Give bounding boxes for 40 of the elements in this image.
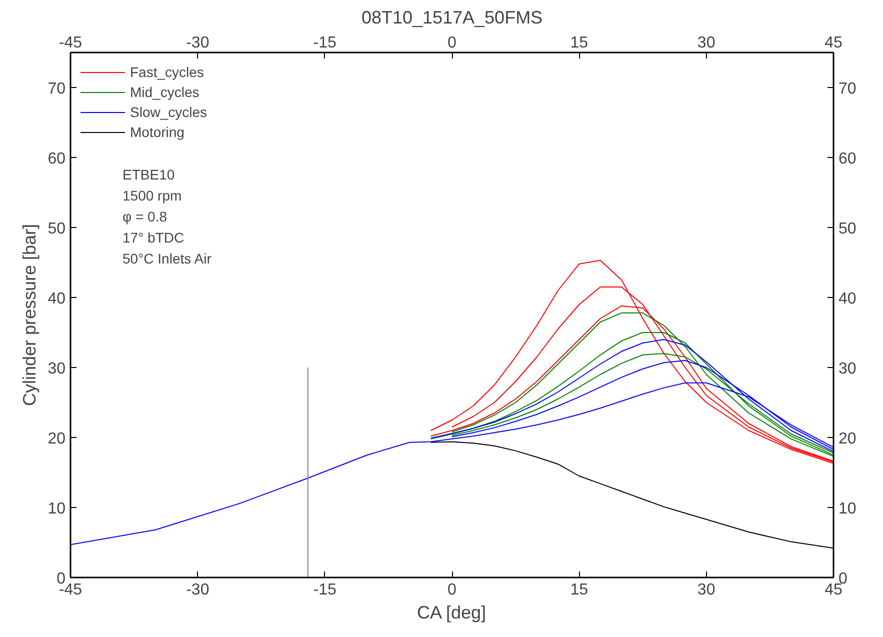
- y2-tick-label: 0: [838, 570, 848, 588]
- annotation: φ = 0.8: [122, 208, 168, 224]
- annotation: 17° bTDC: [122, 230, 184, 246]
- chart-title: 08T10_1517A_50FMS: [361, 8, 543, 28]
- legend-label: Mid_cycles: [130, 84, 200, 100]
- x2-tick-label: -30: [186, 582, 210, 598]
- y2-tick-label: 50: [838, 220, 856, 238]
- x-tick-label: 30: [697, 34, 716, 52]
- annotation: 50°C Inlets Air: [122, 250, 212, 266]
- y-tick-label: 10: [48, 500, 66, 518]
- y2-tick-label: 10: [838, 500, 856, 518]
- x-tick-label: -15: [313, 34, 336, 52]
- x-tick-label: -30: [186, 34, 210, 52]
- legend-label: Motoring: [130, 124, 184, 140]
- y-tick-label: 0: [56, 570, 66, 588]
- legend-label: Slow_cycles: [130, 104, 208, 120]
- y-tick-label: 60: [48, 150, 66, 168]
- x2-tick-label: 0: [448, 582, 457, 598]
- y-tick-label: 40: [48, 290, 66, 308]
- y-tick-label: 30: [48, 360, 66, 378]
- y2-tick-label: 70: [838, 80, 856, 98]
- x-tick-label: 45: [824, 34, 842, 52]
- x2-tick-label: 30: [697, 582, 716, 598]
- x2-tick-label: 15: [570, 582, 588, 598]
- y-tick-label: 50: [48, 220, 66, 238]
- x-tick-label: 0: [448, 34, 457, 52]
- x2-tick-label: -15: [313, 582, 336, 598]
- y-axis-title: Cylinder pressure [bar]: [20, 224, 40, 406]
- annotation: ETBE10: [122, 166, 175, 182]
- x-tick-label: 15: [570, 34, 588, 52]
- y2-tick-label: 30: [838, 360, 856, 378]
- x-axis-title: CA [deg]: [416, 602, 486, 622]
- y-tick-label: 70: [48, 80, 66, 98]
- y2-tick-label: 40: [838, 290, 856, 308]
- legend-label: Fast_cycles: [130, 64, 204, 80]
- y2-tick-label: 60: [838, 150, 856, 168]
- annotation: 1500 rpm: [122, 188, 182, 204]
- y-tick-label: 20: [48, 430, 66, 448]
- x-tick-label: -45: [58, 34, 82, 52]
- y2-tick-label: 20: [838, 430, 856, 448]
